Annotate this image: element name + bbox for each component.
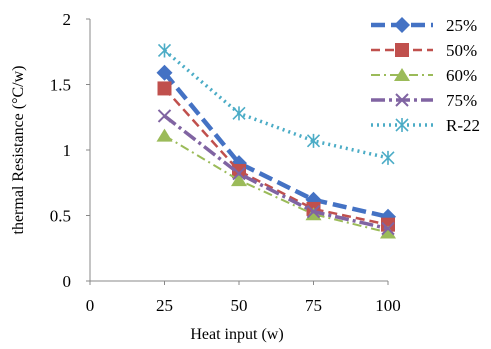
y-axis-ticks: 0 0.5 1 1.5 2 [50,10,90,291]
series-line [162,71,389,220]
legend-swatch-marker [394,17,410,33]
legend-swatch-marker [395,93,409,107]
legend-entry: 50% [371,41,477,60]
legend-label: 60% [446,66,477,85]
y-tick-label: 0.5 [50,207,71,226]
legend-swatch-marker [395,43,409,57]
legend-entry: 25% [371,16,477,35]
data-point [232,106,246,121]
legend-label: 75% [446,91,477,110]
data-point [156,128,173,142]
legend-label: 50% [446,41,477,60]
legend-swatch-marker [395,118,409,132]
series-25 [156,64,396,225]
data-point [232,166,246,181]
data-point [232,163,246,178]
series-50 [157,81,395,232]
y-axis-title: thermal Resistance (°C/w) [10,65,27,234]
data-point [156,64,173,81]
y-tick-label: 1 [63,141,72,160]
legend: 25% 50% 60% 75% R-22 [371,16,480,135]
x-tick-label: 0 [86,296,95,315]
y-tick-label: 0 [63,272,72,291]
series-75 [157,109,395,236]
data-point [381,150,395,165]
series-line [163,134,389,234]
x-axis-title: Heat input (w) [190,326,283,343]
data-point [157,81,172,96]
x-tick-label: 75 [305,296,322,315]
data-point [231,173,247,187]
legend-entry: 60% [371,66,477,85]
data-point [157,109,172,123]
data-point [306,204,321,219]
series-line [163,49,389,160]
plot-area: 0 0.5 1 1.5 2 0 25 50 75 100 [50,10,401,315]
data-point [380,225,396,239]
series-line [163,114,389,231]
legend-label: 25% [446,16,477,35]
x-axis-ticks: 0 25 50 75 100 [86,281,401,315]
series-r22 [157,43,395,165]
x-tick-label: 50 [231,296,248,315]
legend-entry: 75% [371,91,477,110]
series-line [163,87,389,226]
series-layer [156,43,396,239]
legend-entry: R-22 [371,116,480,135]
legend-label: R-22 [446,116,480,135]
data-point [381,221,395,236]
legend-swatch-marker [394,68,410,81]
data-point [306,133,321,148]
y-tick-label: 1.5 [50,76,71,95]
y-tick-label: 2 [63,10,72,29]
x-tick-label: 100 [375,296,401,315]
data-point [157,43,172,58]
x-tick-label: 25 [156,296,173,315]
